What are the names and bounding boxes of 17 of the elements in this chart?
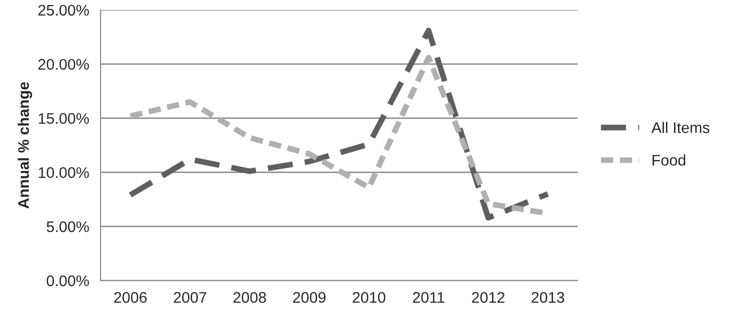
y-tick-label: 15.00% xyxy=(38,113,89,124)
y-tick-label: 10.00% xyxy=(38,167,89,178)
y-tick-label: 20.00% xyxy=(38,58,89,70)
y-tick-label: 5.00% xyxy=(46,221,89,232)
x-tick-label: 2010 xyxy=(352,292,386,303)
x-tick-label: 2007 xyxy=(174,292,206,303)
x-tick-label: 2008 xyxy=(233,292,266,303)
legend-label: All Items xyxy=(651,122,710,134)
x-tick-label: 2012 xyxy=(472,292,504,303)
x-tick-label: 2013 xyxy=(532,292,564,303)
x-tick-label: 2006 xyxy=(114,292,147,303)
y-tick-label: 25.00% xyxy=(38,4,89,16)
x-tick-label: 2011 xyxy=(412,292,444,303)
legend-label: Food xyxy=(652,154,686,166)
x-tick-label: 2009 xyxy=(293,292,326,303)
y-tick-label: 0.00% xyxy=(46,275,89,286)
y-axis-title: Annual % change xyxy=(18,82,32,209)
